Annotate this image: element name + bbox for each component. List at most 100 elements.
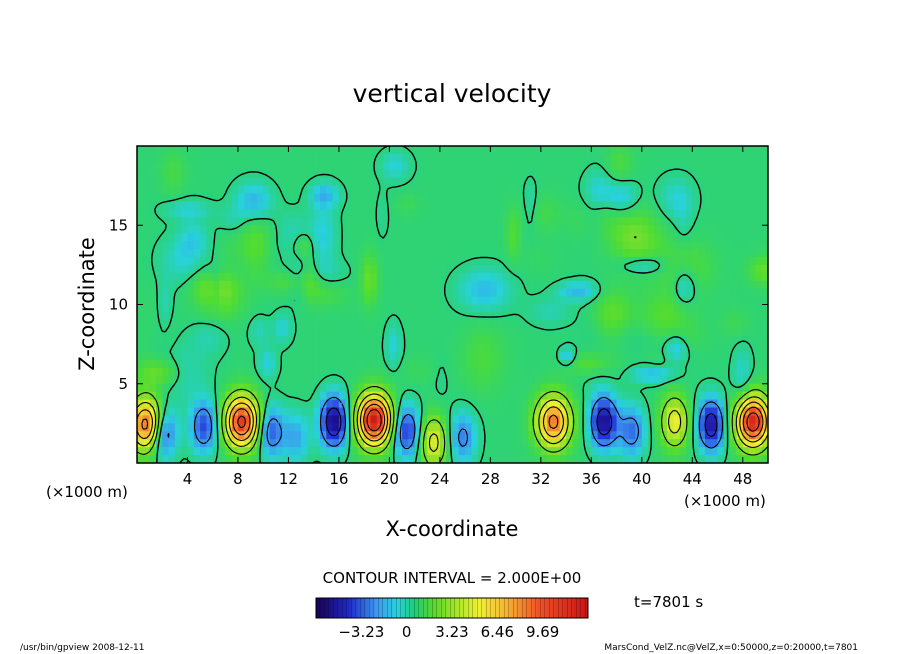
heatmap-cell <box>200 431 208 440</box>
heatmap-cell <box>174 217 182 226</box>
heatmap-cell <box>761 391 768 401</box>
heatmap-cell <box>206 249 214 258</box>
heatmap-cell <box>692 169 700 179</box>
heatmap-cell <box>225 383 233 393</box>
heatmap-cell <box>622 209 630 218</box>
heatmap-cell <box>648 264 656 274</box>
heatmap-cell <box>420 256 428 266</box>
heatmap-cell <box>383 249 390 258</box>
heatmap-cell <box>685 185 693 195</box>
heatmap-cell <box>307 177 315 187</box>
heatmap-cell <box>648 249 656 258</box>
heatmap-cell <box>742 399 750 409</box>
heatmap-cell <box>711 177 719 187</box>
heatmap-cell <box>288 201 296 210</box>
heatmap-cell <box>622 304 630 314</box>
heatmap-cell <box>149 407 157 417</box>
heatmap-cell <box>187 304 195 314</box>
heatmap-cell <box>187 296 195 306</box>
heatmap-cell <box>168 447 176 456</box>
heatmap-cell <box>402 169 409 179</box>
heatmap-cell <box>585 264 592 274</box>
heatmap-cell <box>200 336 208 345</box>
heatmap-cell <box>307 264 315 274</box>
heatmap-cell <box>370 249 378 258</box>
heatmap-cell <box>446 296 454 306</box>
heatmap-cell <box>256 233 264 242</box>
heatmap-cell <box>332 407 340 417</box>
heatmap-cell <box>376 407 384 417</box>
heatmap-cell <box>294 423 302 432</box>
heatmap-cell <box>212 201 220 210</box>
heatmap-cell <box>679 344 687 353</box>
heatmap-cell <box>597 264 605 274</box>
heatmap-cell <box>332 447 340 456</box>
heatmap-cell <box>679 217 687 226</box>
heatmap-cell <box>370 344 378 353</box>
heatmap-cell <box>187 233 195 242</box>
heatmap-cell <box>692 375 700 385</box>
heatmap-cell <box>294 161 302 171</box>
heatmap-cell <box>597 344 605 353</box>
heatmap-cell <box>452 209 460 218</box>
heatmap-cell <box>162 439 170 448</box>
heatmap-cell <box>237 455 245 463</box>
heatmap-cell <box>231 344 239 353</box>
heatmap-cell <box>187 407 195 417</box>
heatmap-cell <box>288 391 296 401</box>
heatmap-cell <box>332 304 340 314</box>
heatmap-cell <box>269 280 277 290</box>
heatmap-cell <box>332 344 340 353</box>
heatmap-cell <box>679 153 687 163</box>
heatmap-cell <box>528 439 536 448</box>
heatmap-cell <box>389 447 397 456</box>
heatmap-cell <box>547 391 555 401</box>
heatmap-cell <box>275 296 283 306</box>
heatmap-cell <box>452 280 460 290</box>
heatmap-cell <box>408 447 416 456</box>
heatmap-cell <box>509 344 517 353</box>
heatmap-cell <box>458 256 466 266</box>
heatmap-cell <box>237 193 245 203</box>
heatmap-cell <box>212 336 220 345</box>
heatmap-cell <box>509 249 517 258</box>
heatmap-cell <box>736 320 744 329</box>
heatmap-cell <box>673 391 681 401</box>
heatmap-cell <box>648 280 656 290</box>
heatmap-cell <box>692 264 700 274</box>
heatmap-cell <box>629 415 637 424</box>
heatmap-cell <box>256 367 264 377</box>
heatmap-cell <box>446 280 454 290</box>
heatmap-cell <box>566 241 573 250</box>
heatmap-cell <box>471 256 479 266</box>
heatmap-cell <box>477 367 485 377</box>
heatmap-cell <box>610 249 618 258</box>
heatmap-cell <box>717 328 725 337</box>
heatmap-cell <box>521 153 529 163</box>
heatmap-cell <box>723 344 731 353</box>
heatmap-cell <box>143 177 151 187</box>
heatmap-cell <box>301 146 308 155</box>
heatmap-cell <box>427 241 435 250</box>
heatmap-cell <box>357 312 365 321</box>
heatmap-cell <box>566 447 573 456</box>
heatmap-cell <box>685 328 693 337</box>
heatmap-cell <box>742 344 750 353</box>
heatmap-cell <box>629 249 637 258</box>
heatmap-cell <box>193 280 201 290</box>
heatmap-cell <box>755 272 763 282</box>
heatmap-cell <box>282 328 290 337</box>
heatmap-cell <box>181 264 189 274</box>
heatmap-cell <box>174 312 182 321</box>
heatmap-cell <box>427 280 435 290</box>
heatmap-cell <box>749 193 756 203</box>
heatmap-cell <box>244 169 252 179</box>
heatmap-cell <box>610 225 618 234</box>
heatmap-cell <box>275 241 283 250</box>
heatmap-cell <box>477 288 485 298</box>
heatmap-cell <box>402 328 409 337</box>
heatmap-cell <box>755 241 763 250</box>
heatmap-cell <box>465 249 473 258</box>
heatmap-cell <box>458 249 466 258</box>
heatmap-cell <box>275 431 283 440</box>
